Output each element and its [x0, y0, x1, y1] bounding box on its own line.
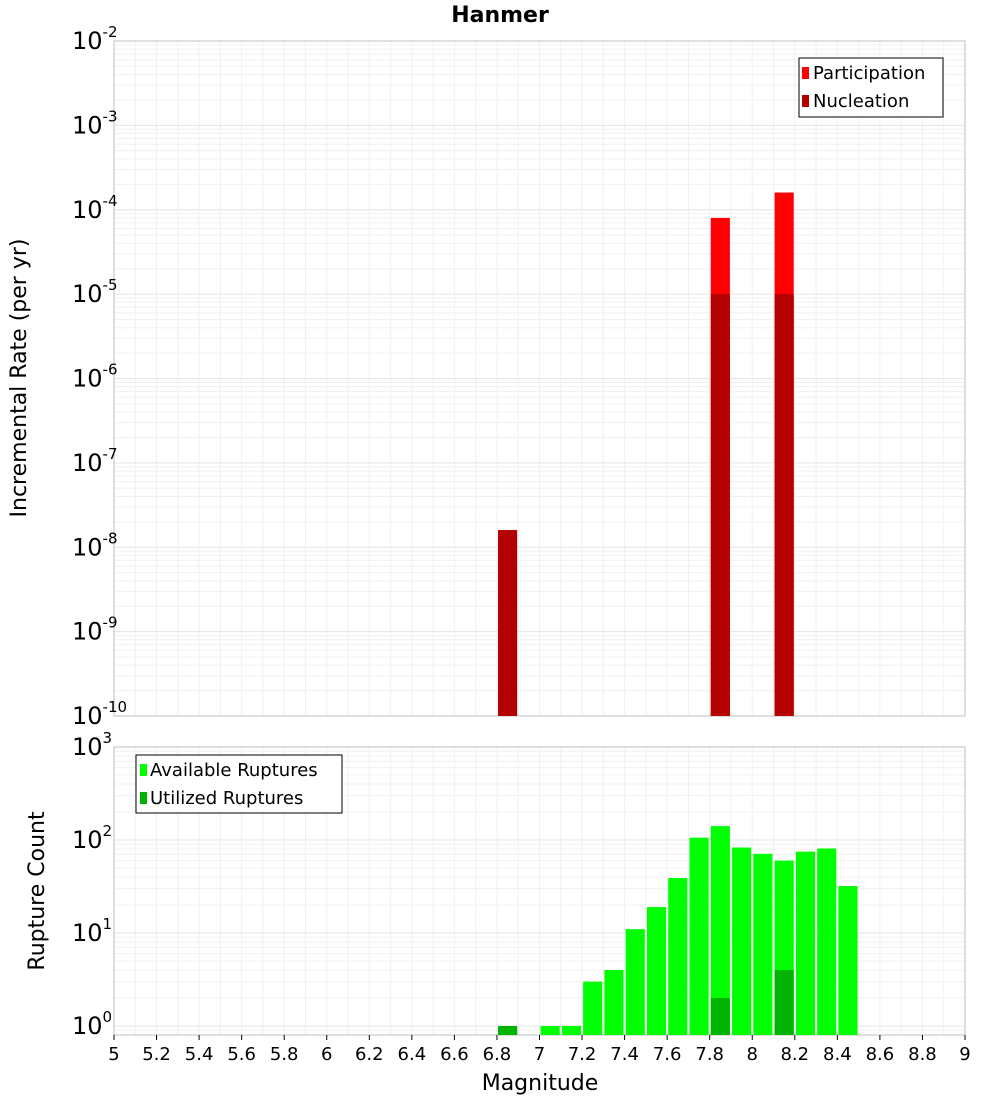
bottom-legend: Available Ruptures Utilized Ruptures [135, 754, 343, 814]
bar-available-ruptures [689, 837, 709, 1035]
y-tick-label: 10-2 [72, 23, 118, 55]
x-tick-label: 8 [747, 1044, 758, 1065]
top-plot-frame [113, 40, 966, 717]
x-tick-label: 6.6 [440, 1044, 469, 1065]
top-legend-box [798, 57, 944, 118]
bar-available-ruptures [753, 853, 773, 1035]
x-tick-label: 9 [959, 1044, 970, 1065]
x-tick-label: 5.6 [227, 1044, 256, 1065]
legend-nucleation-label: Nucleation [813, 91, 909, 112]
top-bars [498, 192, 794, 717]
x-ticks: 5 5.2 5.4 5.6 5.8 6 6.2 6.4 6.6 6.8 7 7.2 7.4 7.6 7.8 8… [108, 1035, 971, 1065]
y-tick-label: 10-9 [72, 614, 118, 646]
y-tick-label: 102 [72, 822, 112, 854]
x-tick-label: 6 [321, 1044, 332, 1065]
bar-available-ruptures [710, 826, 730, 1035]
x-tick-label: 6.4 [398, 1044, 427, 1065]
bottom-bars [498, 826, 858, 1035]
x-tick-label: 8.6 [866, 1044, 895, 1065]
bar-nucleation [498, 530, 518, 716]
x-tick-label: 6.8 [483, 1044, 512, 1065]
bar-available-ruptures [817, 848, 837, 1035]
bar-available-ruptures [646, 907, 667, 1035]
x-tick-label: 8.2 [780, 1044, 809, 1065]
y-tick-label: 10-8 [72, 529, 118, 561]
x-tick-label: 6.2 [355, 1044, 384, 1065]
legend-participation-label: Participation [813, 63, 925, 84]
top-legend: Participation Nucleation [798, 57, 944, 118]
legend-participation-swatch [802, 67, 809, 79]
bar-available-ruptures [583, 981, 603, 1035]
bar-available-ruptures [561, 1025, 581, 1035]
legend-available-swatch [140, 764, 147, 776]
legend-available-label: Available Ruptures [150, 760, 318, 781]
bottom-y-axis-label: Rupture Count [25, 811, 50, 971]
x-tick-label: 7.8 [695, 1044, 724, 1065]
bar-nucleation [710, 294, 730, 716]
bar-available-ruptures [668, 878, 688, 1035]
bottom-legend-box [135, 754, 343, 814]
legend-utilized-label: Utilized Ruptures [150, 788, 303, 809]
x-tick-label: 5.2 [142, 1044, 171, 1065]
bar-utilized-ruptures [774, 969, 794, 1035]
bar-nucleation [774, 294, 794, 716]
y-tick-label: 10-4 [72, 192, 118, 224]
x-tick-label: 8.8 [908, 1044, 937, 1065]
x-tick-label: 7 [534, 1044, 545, 1065]
y-tick-label: 10-5 [72, 276, 118, 308]
y-tick-label: 10-6 [72, 361, 118, 393]
y-tick-label: 103 [72, 729, 112, 761]
bar-available-ruptures [795, 851, 816, 1035]
bar-available-ruptures [838, 886, 858, 1035]
bar-utilized-ruptures [710, 997, 730, 1035]
x-tick-label: 7.2 [568, 1044, 597, 1065]
x-tick-label: 5.8 [270, 1044, 299, 1065]
x-tick-label: 5 [108, 1044, 119, 1065]
x-tick-label: 7.6 [653, 1044, 682, 1065]
top-y-axis-label: Incremental Rate (per yr) [7, 239, 32, 518]
x-tick-label: 7.4 [610, 1044, 639, 1065]
legend-nucleation-swatch [802, 95, 809, 107]
bottom-y-ticks: 103 102 101 100 [72, 729, 112, 1040]
bar-available-ruptures [625, 929, 645, 1035]
bar-available-ruptures [604, 969, 624, 1035]
top-grid [113, 41, 966, 717]
y-tick-label: 100 [72, 1008, 112, 1040]
bar-available-ruptures [732, 847, 752, 1035]
y-tick-label: 10-10 [72, 698, 127, 730]
x-axis-label: Magnitude [482, 1071, 599, 1096]
chart-title: Hanmer [451, 3, 549, 28]
y-tick-label: 10-7 [72, 445, 118, 477]
x-tick-label: 5.4 [185, 1044, 214, 1065]
bar-available-ruptures [540, 1025, 560, 1035]
legend-utilized-swatch [140, 792, 147, 804]
bar-utilized-ruptures [498, 1025, 518, 1035]
y-tick-label: 101 [72, 915, 112, 947]
top-y-ticks: 10-2 10-3 10-4 10-5 10-6 10-7 10-8 10-9 10-10 [72, 23, 127, 730]
x-tick-label: 8.4 [823, 1044, 852, 1065]
y-tick-label: 10-3 [72, 107, 118, 139]
